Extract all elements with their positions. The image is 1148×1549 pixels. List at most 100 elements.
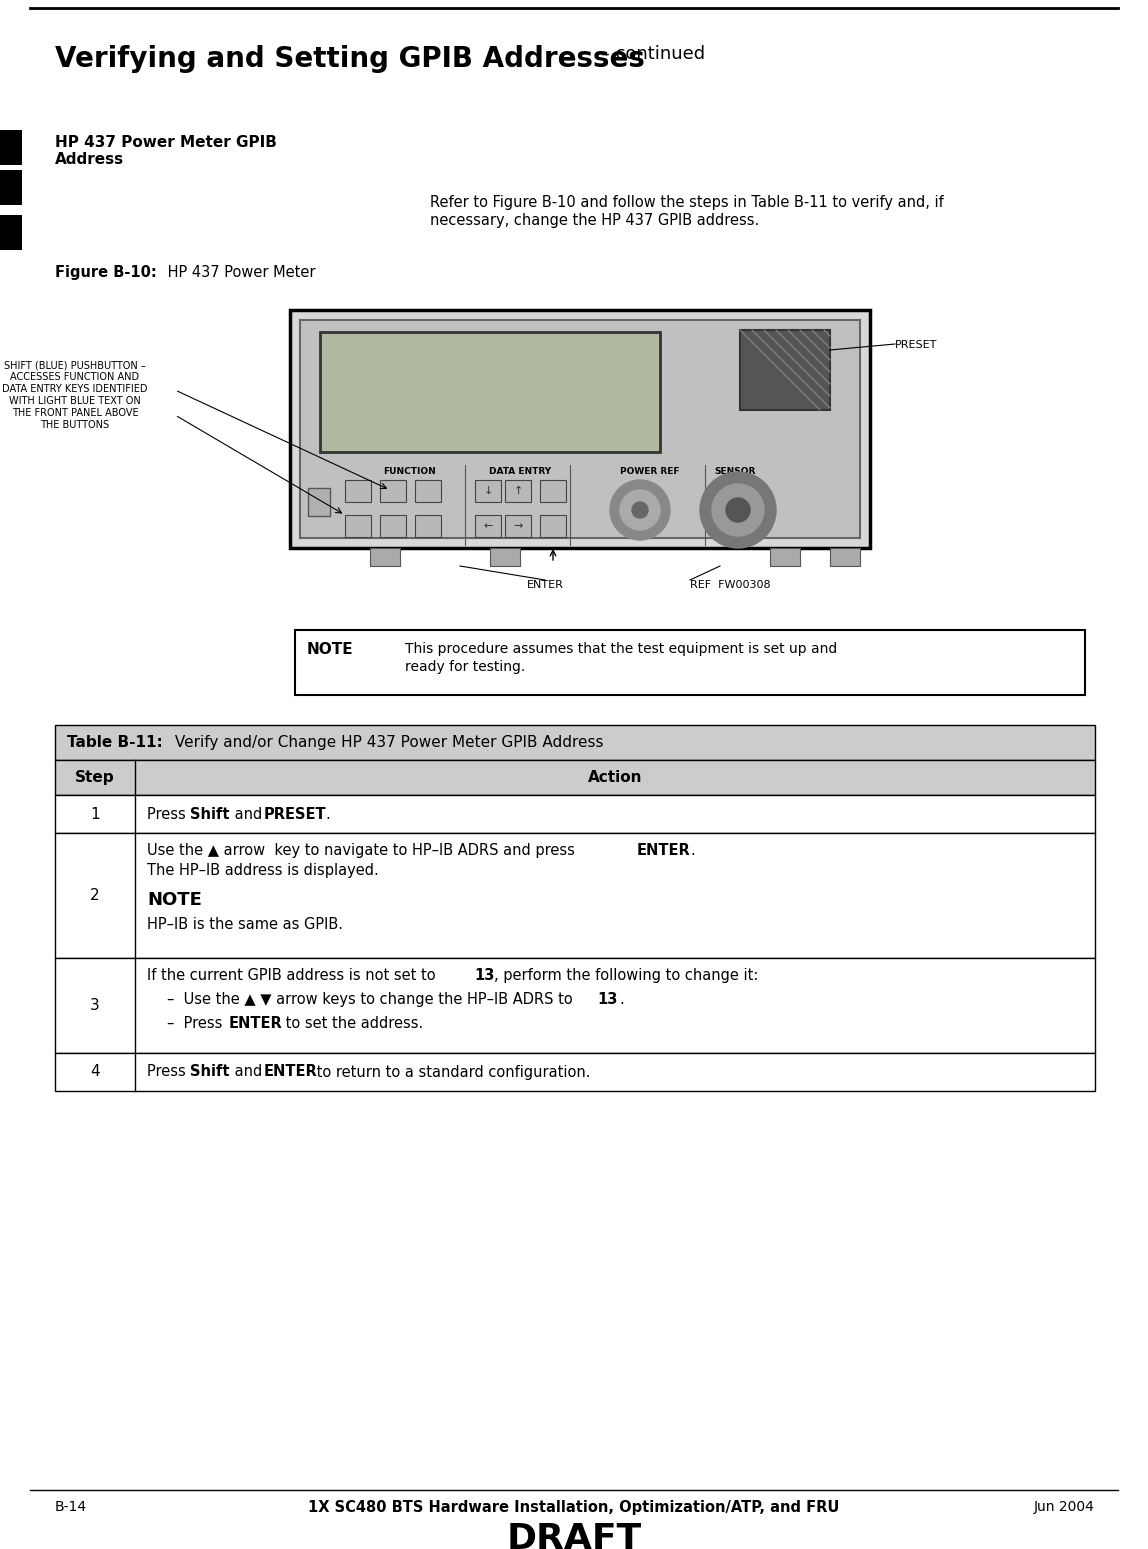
Text: 3: 3	[91, 998, 100, 1013]
Bar	[505, 514, 532, 538]
Bar	[300, 321, 860, 538]
Text: 4: 4	[91, 1064, 100, 1080]
Bar	[308, 488, 329, 516]
Text: PRESET: PRESET	[895, 339, 938, 350]
Text: .: .	[325, 807, 329, 821]
Text: REF  FW00308: REF FW00308	[690, 579, 770, 590]
Text: –  Use the ▲ ▼ arrow keys to change the HP–IB ADRS to: – Use the ▲ ▼ arrow keys to change the H…	[166, 991, 577, 1007]
Text: DATA ENTRY: DATA ENTRY	[489, 466, 551, 476]
Text: ENTER: ENTER	[527, 579, 564, 590]
Bar	[0, 130, 22, 166]
Text: Figure B-10:: Figure B-10:	[55, 265, 157, 280]
Text: ACCESSES FUNCTION AND: ACCESSES FUNCTION AND	[10, 372, 140, 383]
Text: HP–IB is the same as GPIB.: HP–IB is the same as GPIB.	[147, 917, 343, 932]
Text: SHIFT (BLUE) PUSHBUTTON –: SHIFT (BLUE) PUSHBUTTON –	[5, 359, 146, 370]
Bar	[770, 548, 800, 565]
Text: Verify and/or Change HP 437 Power Meter GPIB Address: Verify and/or Change HP 437 Power Meter …	[170, 734, 604, 750]
Circle shape	[620, 489, 660, 530]
Bar	[475, 480, 501, 502]
Bar	[0, 215, 22, 249]
Text: ENTER: ENTER	[637, 843, 691, 858]
Bar	[55, 1053, 1095, 1090]
Text: Press: Press	[147, 807, 191, 821]
Bar	[414, 514, 441, 538]
Bar	[740, 330, 830, 410]
Text: DATA ENTRY KEYS IDENTIFIED: DATA ENTRY KEYS IDENTIFIED	[2, 384, 148, 393]
Bar	[346, 480, 371, 502]
Bar	[540, 514, 566, 538]
Text: PRESET: PRESET	[264, 807, 327, 821]
Text: Press: Press	[147, 1064, 191, 1080]
Text: 13: 13	[597, 991, 618, 1007]
Text: WITH LIGHT BLUE TEXT ON: WITH LIGHT BLUE TEXT ON	[9, 397, 141, 406]
Text: Action: Action	[588, 770, 642, 785]
Text: →: →	[513, 520, 522, 531]
Text: , perform the following to change it:: , perform the following to change it:	[494, 968, 759, 984]
Bar	[55, 957, 1095, 1053]
Circle shape	[700, 472, 776, 548]
Bar	[370, 548, 400, 565]
Text: Step: Step	[75, 770, 115, 785]
Text: This procedure assumes that the test equipment is set up and: This procedure assumes that the test equ…	[405, 641, 837, 655]
Text: Refer to Figure B-10 and follow the steps in Table B-11 to verify and, if: Refer to Figure B-10 and follow the step…	[430, 195, 944, 211]
Text: THE BUTTONS: THE BUTTONS	[40, 420, 109, 431]
Text: POWER REF: POWER REF	[620, 466, 680, 476]
Text: .: .	[619, 991, 623, 1007]
Text: B-14: B-14	[55, 1499, 87, 1513]
Text: HP 437 Power Meter: HP 437 Power Meter	[163, 265, 316, 280]
Bar	[295, 630, 1085, 696]
Bar	[320, 331, 660, 452]
Bar	[830, 548, 860, 565]
Text: Table B-11:: Table B-11:	[67, 734, 163, 750]
Text: .: .	[690, 843, 695, 858]
Bar	[380, 514, 406, 538]
Text: Shift: Shift	[191, 1064, 230, 1080]
Text: and: and	[230, 1064, 266, 1080]
Circle shape	[726, 497, 750, 522]
Text: The HP–IB address is displayed.: The HP–IB address is displayed.	[147, 863, 379, 878]
Bar	[0, 170, 22, 204]
Text: 13: 13	[474, 968, 495, 984]
Text: SENSOR: SENSOR	[714, 466, 755, 476]
Text: 1X SC480 BTS Hardware Installation, Optimization/ATP, and FRU: 1X SC480 BTS Hardware Installation, Opti…	[309, 1499, 839, 1515]
Text: DRAFT: DRAFT	[506, 1523, 642, 1549]
Text: Shift: Shift	[191, 807, 230, 821]
Text: ←: ←	[483, 520, 492, 531]
Bar	[380, 480, 406, 502]
Circle shape	[712, 483, 765, 536]
Bar	[55, 725, 1095, 761]
Bar	[475, 514, 501, 538]
Text: ready for testing.: ready for testing.	[405, 660, 526, 674]
Text: 2: 2	[91, 888, 100, 903]
Text: THE FRONT PANEL ABOVE: THE FRONT PANEL ABOVE	[11, 407, 138, 418]
Text: to return to a standard configuration.: to return to a standard configuration.	[312, 1064, 590, 1080]
Text: NOTE: NOTE	[147, 891, 202, 909]
Text: to set the address.: to set the address.	[281, 1016, 424, 1032]
Bar	[55, 795, 1095, 833]
Text: Address: Address	[55, 152, 124, 167]
Text: NOTE: NOTE	[307, 641, 354, 657]
Circle shape	[633, 502, 647, 517]
Circle shape	[610, 480, 670, 541]
Bar	[346, 514, 371, 538]
Text: and: and	[230, 807, 266, 821]
Text: If the current GPIB address is not set to: If the current GPIB address is not set t…	[147, 968, 440, 984]
Text: FUNCTION: FUNCTION	[383, 466, 436, 476]
Bar	[55, 761, 1095, 795]
Text: 1: 1	[91, 807, 100, 821]
Bar	[55, 833, 1095, 957]
Text: necessary, change the HP 437 GPIB address.: necessary, change the HP 437 GPIB addres…	[430, 214, 759, 228]
Text: ENTER: ENTER	[228, 1016, 282, 1032]
Text: Verifying and Setting GPIB Addresses: Verifying and Setting GPIB Addresses	[55, 45, 645, 73]
Text: –  Press: – Press	[166, 1016, 227, 1032]
Text: ENTER: ENTER	[264, 1064, 318, 1080]
Text: – continued: – continued	[595, 45, 705, 64]
Text: HP 437 Power Meter GPIB: HP 437 Power Meter GPIB	[55, 135, 277, 150]
Bar	[505, 480, 532, 502]
Text: Jun 2004: Jun 2004	[1034, 1499, 1095, 1513]
Bar	[490, 548, 520, 565]
Bar	[414, 480, 441, 502]
Text: ↓: ↓	[483, 486, 492, 496]
FancyBboxPatch shape	[290, 310, 870, 548]
Bar	[540, 480, 566, 502]
